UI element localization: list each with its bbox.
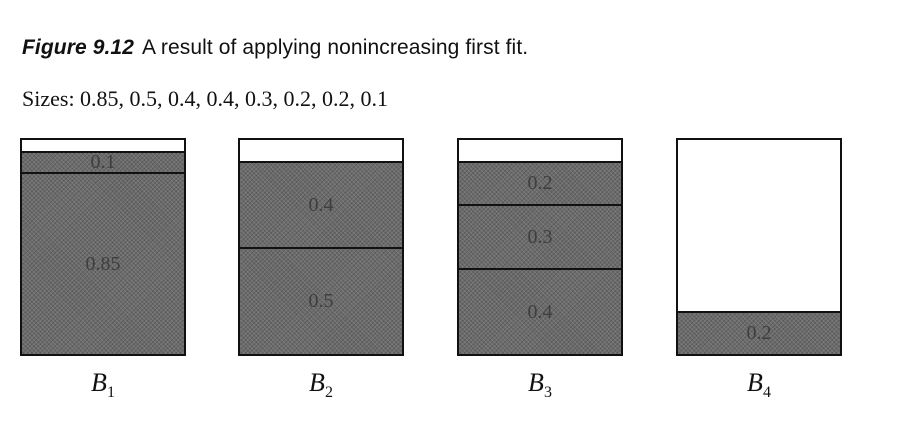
- bin-1: 0.85 0.1: [20, 138, 186, 356]
- bin-4-item: 0.2: [678, 311, 840, 354]
- bin-3: 0.4 0.3 0.2: [457, 138, 623, 356]
- item-size-label: 0.85: [85, 252, 121, 275]
- bin-label-index: 1: [106, 384, 115, 402]
- item-size-label: 0.2: [746, 322, 772, 344]
- bin-2-item: 0.4: [240, 161, 402, 247]
- bin-3-item: 0.3: [459, 204, 621, 268]
- bin-label: B4: [676, 368, 842, 402]
- bin-label-index: 2: [324, 384, 333, 402]
- item-size-label: 0.4: [308, 193, 334, 216]
- bin-label-letter: B: [309, 368, 325, 397]
- bin-label-index: 3: [543, 384, 552, 402]
- bin-label-letter: B: [747, 368, 763, 397]
- item-size-label: 0.4: [527, 300, 553, 323]
- figure-caption: Figure 9.12 A result of applying nonincre…: [22, 36, 528, 60]
- bin-label: B1: [20, 368, 186, 402]
- bin-2: 0.5 0.4: [238, 138, 404, 356]
- bin-label: B3: [457, 368, 623, 402]
- bin-4: 0.2: [676, 138, 842, 356]
- item-size-label: 0.2: [527, 172, 553, 194]
- bin-label-letter: B: [528, 368, 544, 397]
- item-size-label: 0.1: [90, 151, 116, 173]
- bin-1-item: 0.85: [22, 172, 184, 354]
- bin-label-letter: B: [91, 368, 107, 397]
- bin-2-item: 0.5: [240, 247, 402, 354]
- figure-number: Figure 9.12: [22, 36, 134, 59]
- item-size-label: 0.5: [308, 290, 334, 312]
- bin-3-item: 0.4: [459, 268, 621, 354]
- bin-1-item: 0.1: [22, 151, 184, 173]
- bin-label-index: 4: [762, 384, 771, 402]
- bin-label: B2: [238, 368, 404, 402]
- bin-3-item: 0.2: [459, 161, 621, 204]
- item-size-label: 0.3: [527, 225, 553, 248]
- sizes-list: Sizes: 0.85, 0.5, 0.4, 0.4, 0.3, 0.2, 0.…: [22, 86, 389, 111]
- figure-caption-text: A result of applying nonincreasing first…: [141, 36, 529, 59]
